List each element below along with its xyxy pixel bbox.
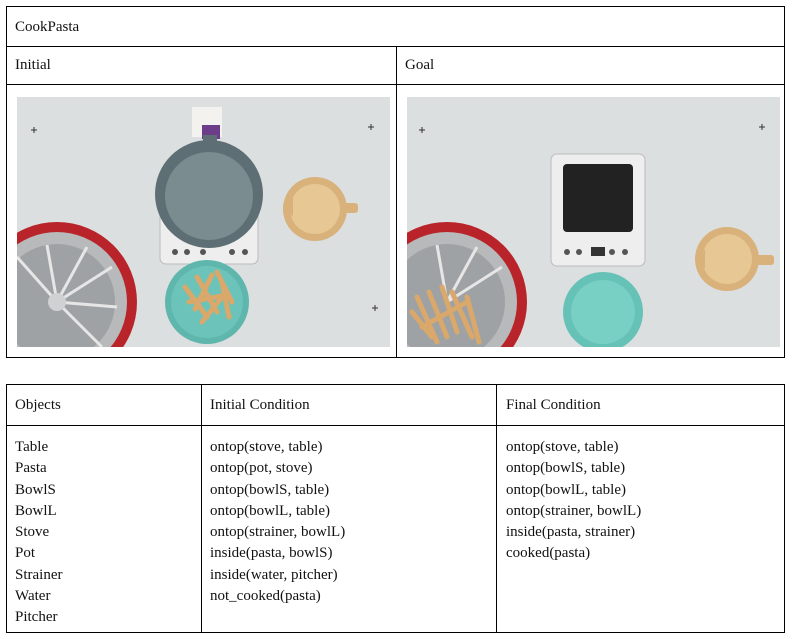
list-item: ontop(bowlL, table)	[210, 502, 330, 519]
scene-figure: CookPasta Initial Goal	[6, 6, 785, 358]
table-header: Objects Initial Condition Final Conditio…	[7, 385, 784, 426]
header-final-condition: Final Condition	[506, 397, 601, 413]
initial-label: Initial	[15, 57, 51, 73]
list-item: BowlS	[15, 481, 56, 498]
column-divider	[496, 385, 497, 632]
list-item: cooked(pasta)	[506, 545, 591, 562]
list-item: ontop(pot, stove)	[210, 460, 313, 477]
header-objects: Objects	[15, 397, 61, 413]
list-item: Pasta	[15, 460, 47, 477]
initial-image	[17, 97, 390, 347]
list-item: ontop(bowlL, table)	[506, 481, 626, 498]
list-item: BowlL	[15, 502, 57, 519]
final-condition-column: ontop(stove, table) ontop(bowlS, table) …	[506, 437, 641, 565]
list-item: Pot	[15, 545, 36, 562]
title-row: CookPasta	[7, 7, 784, 47]
list-item: Water	[15, 588, 51, 605]
list-item: Stove	[15, 524, 50, 541]
list-item: not_cooked(pasta)	[210, 588, 321, 605]
list-item: ontop(strainer, bowlL)	[506, 502, 642, 519]
list-item: ontop(bowlS, table)	[506, 460, 626, 477]
list-item: inside(pasta, strainer)	[506, 524, 636, 541]
list-item: ontop(stove, table)	[506, 439, 619, 455]
conditions-table: Objects Initial Condition Final Conditio…	[6, 384, 785, 633]
task-title: CookPasta	[15, 19, 80, 35]
goal-label: Goal	[405, 57, 435, 73]
goal-image	[407, 97, 780, 347]
list-item: ontop(strainer, bowlL)	[210, 524, 346, 541]
label-row: Initial Goal	[7, 47, 784, 85]
initial-condition-column: ontop(stove, table) ontop(pot, stove) on…	[210, 437, 345, 607]
list-item: ontop(bowlS, table)	[210, 481, 330, 498]
column-divider	[396, 47, 397, 357]
list-item: Pitcher	[15, 609, 58, 626]
list-item: inside(water, pitcher)	[210, 566, 338, 583]
list-item: inside(pasta, bowlS)	[210, 545, 333, 562]
header-initial-condition: Initial Condition	[210, 397, 310, 413]
column-divider	[201, 385, 202, 632]
objects-column: Table Pasta BowlS BowlL Stove Pot Strain…	[15, 437, 62, 629]
list-item: Strainer	[15, 566, 63, 583]
list-item: Table	[15, 439, 49, 455]
list-item: ontop(stove, table)	[210, 439, 323, 455]
